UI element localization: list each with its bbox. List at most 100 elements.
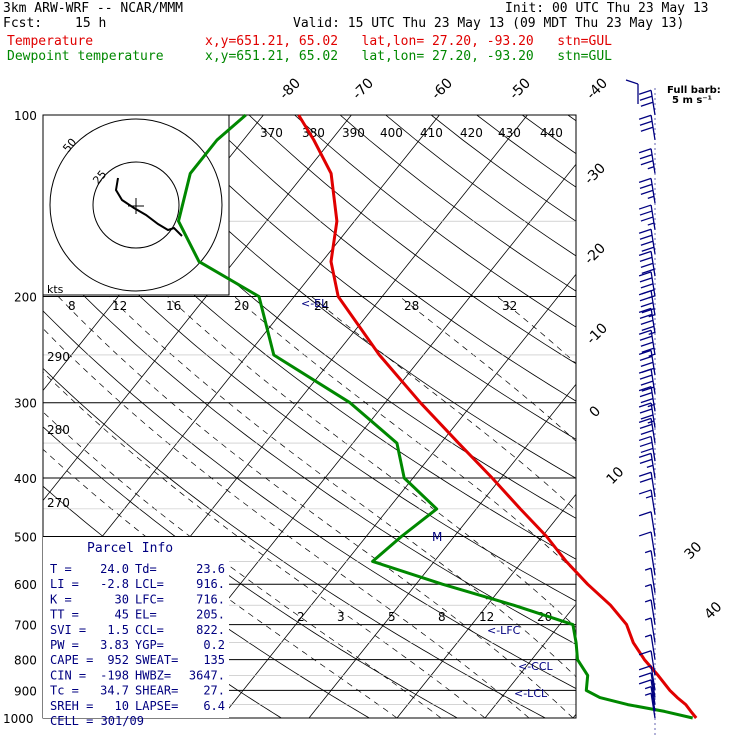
isotherm-line [308,383,576,718]
isotherm-line [396,493,576,718]
barb-flag [639,408,653,414]
barb-flag [640,126,654,132]
barb-flag [638,511,652,517]
moist-adiabat [43,411,442,718]
wind-barb [638,417,656,444]
isotherm-label: -30 [582,160,609,187]
parcel-value: 10 [115,699,129,713]
dry-adiabat [659,115,740,731]
temperature-legend: Temperature [7,34,94,49]
moist-adiabat [234,296,576,573]
barb-staff [650,511,656,537]
model-title: 3km ARW-WRF -- NCAR/MMM [3,1,184,16]
dewpoint-line [177,113,694,720]
barb-flag [640,101,654,107]
wind-barb [638,511,656,537]
hodo-axis-tick: 8 [68,299,76,313]
dry-adiabat [294,115,576,328]
wind-barb [638,665,656,691]
parcel-key: SREH = [50,699,93,713]
barb-flag [639,154,653,160]
barb-flag [640,361,654,368]
barb-staff [650,472,656,498]
barb-half [644,550,652,554]
hodo-axis-tick: 20 [234,299,249,313]
isotherm-label: -20 [582,240,609,267]
wind-barb [638,452,656,479]
barb-flag [638,665,652,671]
parcel-value: 24.0 [100,562,129,576]
wind-barb [638,402,656,428]
barb-staff [650,148,656,174]
parcel-key: SHEAR= [135,684,178,698]
barb-staff [650,386,656,412]
hodo-axis-label: kts [47,283,64,296]
parcel-key: YGP= [135,638,164,652]
theta-e-label: 410 [420,126,443,140]
wind-barb [644,583,656,610]
parcel-value: 205. [196,608,225,622]
mixing-ratio-label: 2 [297,610,305,624]
parcel-value: 3647. [189,668,225,682]
barb-flag [638,228,652,234]
theta-e-label: 440 [540,126,563,140]
isotherm-label: 30 [682,539,706,563]
isotherm-label: 10 [604,464,628,488]
isotherm-label: -10 [584,320,611,347]
wind-barb [638,307,656,336]
theta-e-label: 370 [260,126,283,140]
wind-barb [638,204,656,230]
theta-e-label: 430 [498,126,521,140]
barb-key-line1: Full barb: [667,85,721,96]
dry-adiabat [43,253,576,645]
barb-staff [650,650,656,676]
barb-flag [640,414,654,420]
pressure-tick-label: 800 [14,654,37,668]
hodo-axis-tick: 16 [166,299,181,313]
dry-adiabat [112,115,576,479]
barb-flag [640,380,654,386]
dry-adiabat [43,310,576,689]
barb-flag [641,246,655,252]
parcel-value: 135 [203,653,225,667]
barb-staff [650,568,656,593]
parcel-key: CCL= [135,623,164,637]
barb-flag [640,447,654,454]
theta-label: 280 [47,423,70,437]
parcel-value: 3.83 [100,638,129,652]
barb-staff [650,402,656,428]
barb-half [644,583,652,588]
barb-staff [650,550,656,576]
theta-label: 290 [47,350,70,364]
parcel-info-box: Parcel Info T = 24.0 Td= 23.6 LI = -2.8 LCL= 916… [43,537,229,728]
parcel-value: 27. [203,684,225,698]
barb-key-line2: 5 m s⁻¹ [672,95,712,106]
barb-flag [639,277,653,283]
theta-e-label: 420 [460,126,483,140]
isotherm-line [651,87,740,730]
init-time: Init: 00 UTC Thu 23 May 13 [505,1,709,16]
mixing-ratio-label: 8 [438,610,446,624]
barb-flag [639,335,653,341]
barb-half [644,634,652,638]
barb-half [644,686,652,690]
isotherm-line [43,115,352,502]
barb-staff [650,115,656,141]
barb-staff [650,418,656,444]
level-annotation: <-LCL [514,687,548,700]
barb-flag [638,368,652,374]
barb-staff [650,271,656,297]
barb-half [647,195,655,200]
barb-flag [638,114,652,120]
parcel-value: 6.4 [203,699,225,713]
isotherm-label: 0 [587,403,605,421]
parcel-key: PW = [50,638,79,652]
barb-flag [638,679,652,685]
barb-flag [639,183,653,190]
barb-staff [650,686,656,712]
barb-staff [650,350,656,376]
dewpoint-location: x,y=651.21, 65.02 lat,lon= 27.20, -93.20… [205,49,612,64]
sounding-series [177,113,698,720]
wind-barb [638,471,656,498]
